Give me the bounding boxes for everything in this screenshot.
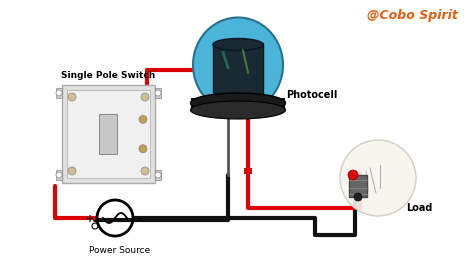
Ellipse shape [213,39,263,51]
Bar [155,170,161,180]
Circle shape [141,167,149,175]
Circle shape [139,145,147,153]
Circle shape [56,90,62,96]
Circle shape [68,93,76,101]
Bar [67,90,150,178]
Bar [244,168,252,174]
Text: Load: Load [406,203,432,213]
Bar [56,170,62,180]
Circle shape [56,172,62,178]
Circle shape [155,90,161,96]
Bar [349,175,367,197]
Circle shape [141,93,149,101]
Bar [213,43,263,98]
Bar [155,88,161,98]
Bar [56,88,62,98]
Circle shape [68,167,76,175]
Ellipse shape [191,101,285,119]
Bar [100,114,118,154]
Circle shape [348,170,358,180]
Text: @Cobo Spirit: @Cobo Spirit [367,10,458,22]
Text: Power Source: Power Source [90,246,151,255]
Ellipse shape [193,18,283,113]
Bar [191,98,285,110]
Circle shape [139,115,147,123]
Circle shape [354,193,362,201]
Circle shape [155,172,161,178]
Text: Photocell: Photocell [286,90,337,100]
Circle shape [340,140,416,216]
Text: -: - [137,214,142,224]
Text: Single Pole Switch: Single Pole Switch [61,71,155,80]
Ellipse shape [191,93,285,113]
Text: +: + [86,214,94,224]
Bar [62,85,155,183]
